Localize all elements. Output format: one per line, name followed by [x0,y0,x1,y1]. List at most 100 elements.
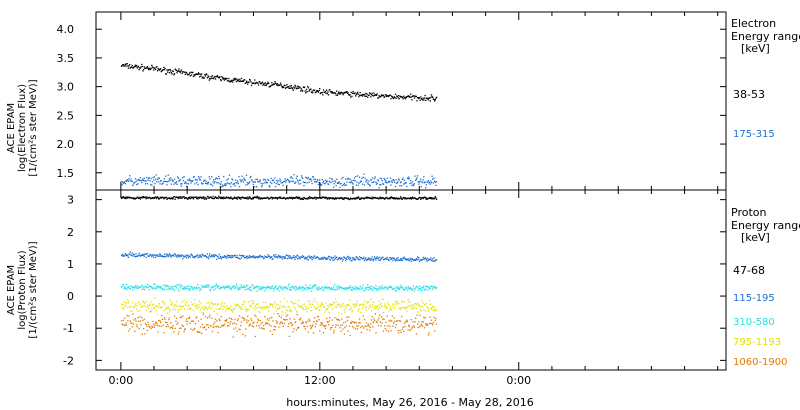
data-point [379,306,381,308]
data-point [302,197,304,199]
data-point [329,259,332,261]
data-point [410,198,412,200]
data-point [369,196,371,199]
data-point [410,182,412,184]
data-point [333,186,335,188]
data-point [431,323,433,325]
data-point [181,254,183,256]
data-point [255,304,257,306]
data-point [245,197,247,199]
data-point [298,286,300,288]
data-point [391,286,393,288]
data-point [220,181,222,183]
data-point [178,327,181,329]
data-point [260,289,262,291]
data-point [223,325,225,327]
data-point [204,306,206,308]
data-point [150,67,152,69]
data-point [159,68,161,71]
data-point [366,259,368,261]
data-point [287,255,289,257]
data-point [334,306,336,308]
data-point [410,329,412,331]
data-point [383,318,385,320]
data-point [163,66,165,69]
data-point [237,80,239,82]
data-point [391,196,393,198]
data-point [386,94,388,97]
data-point [421,98,423,100]
data-point [281,322,284,325]
data-point [295,329,297,331]
data-point [220,196,222,198]
data-point [142,253,144,255]
data-point [245,319,248,321]
data-point [145,256,147,259]
data-point [376,256,378,258]
data-point [382,312,385,314]
data-point [239,179,241,181]
data-point [309,256,311,258]
data-point [413,290,416,293]
data-point [252,302,255,304]
data-point [423,258,426,260]
data-point [156,254,158,256]
data-point [420,310,422,312]
data-point [197,331,199,333]
data-point [161,318,164,320]
data-point [164,255,166,257]
series-electron-175-315 [120,173,438,189]
data-point [156,181,158,183]
data-point [256,197,258,199]
data-point [321,197,323,199]
data-point [434,307,436,310]
data-point [352,258,354,261]
data-point [432,288,434,290]
data-point [413,326,416,328]
data-point [411,196,414,198]
data-point [371,256,373,258]
data-point [279,257,281,259]
data-point [240,181,242,183]
data-point [199,179,201,181]
proton-ylabel-line2: log(Proton Flux) [17,250,28,329]
data-point [403,322,405,324]
data-point [203,309,205,311]
data-point [417,326,419,329]
data-point [253,255,255,257]
data-point [300,90,302,92]
data-point [360,257,362,259]
data-point [407,299,409,301]
data-point [346,287,348,289]
data-point [391,307,393,309]
data-point [256,303,258,306]
data-point [337,93,339,95]
data-point [396,302,398,304]
data-point [321,257,323,259]
data-point [163,309,165,312]
data-point [228,285,231,287]
data-point [182,305,184,308]
data-point [195,179,197,181]
data-point [342,258,344,261]
data-point [168,286,171,289]
data-point [430,308,433,310]
data-point [177,288,179,290]
data-point [364,177,366,179]
data-point [230,256,232,258]
data-point [162,301,164,304]
data-point [220,316,222,318]
data-point [259,327,261,329]
data-point [434,181,436,183]
data-point [320,304,322,306]
data-point [192,71,194,73]
data-point [367,183,369,185]
data-point [348,287,350,289]
data-point [382,318,384,320]
data-point [303,256,305,258]
data-point [130,310,132,312]
data-point [230,182,232,184]
data-point [398,98,400,100]
data-point [134,198,136,200]
data-point [134,65,136,68]
